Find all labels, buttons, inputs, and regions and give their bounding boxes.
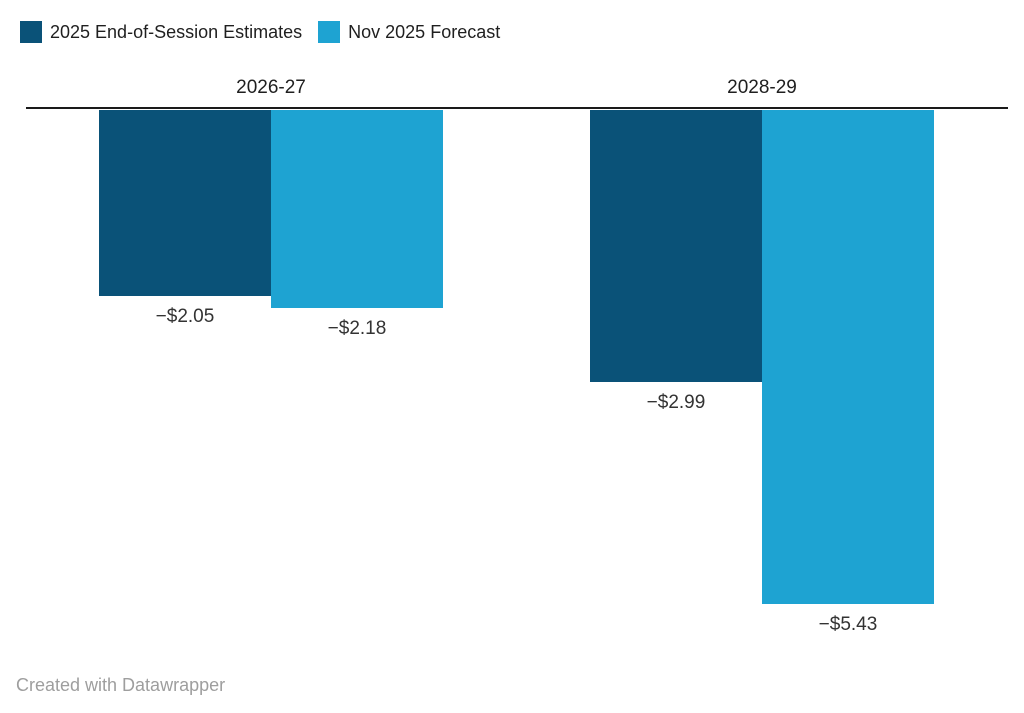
value-label: −$5.43 [818,614,878,635]
category-label: 2026-27 [236,77,306,98]
value-label: −$2.18 [327,318,387,339]
legend: 2025 End-of-Session Estimates Nov 2025 F… [20,21,500,43]
credit-line: Created with Datawrapper [16,675,226,695]
legend-item-estimates: 2025 End-of-Session Estimates [20,21,302,43]
bar [99,110,271,296]
legend-swatch-forecast [318,21,341,43]
zero-baseline [26,107,1008,109]
legend-swatch-estimates [20,21,42,43]
value-label: −$2.99 [646,392,706,413]
value-label: −$2.05 [155,306,215,327]
legend-label-forecast: Nov 2025 Forecast [348,22,501,42]
legend-item-forecast: Nov 2025 Forecast [318,21,500,43]
legend-label-estimates: 2025 End-of-Session Estimates [50,22,303,42]
bar [762,110,934,604]
bar [590,110,762,382]
bar [271,110,443,308]
category-label: 2028-29 [727,77,797,98]
